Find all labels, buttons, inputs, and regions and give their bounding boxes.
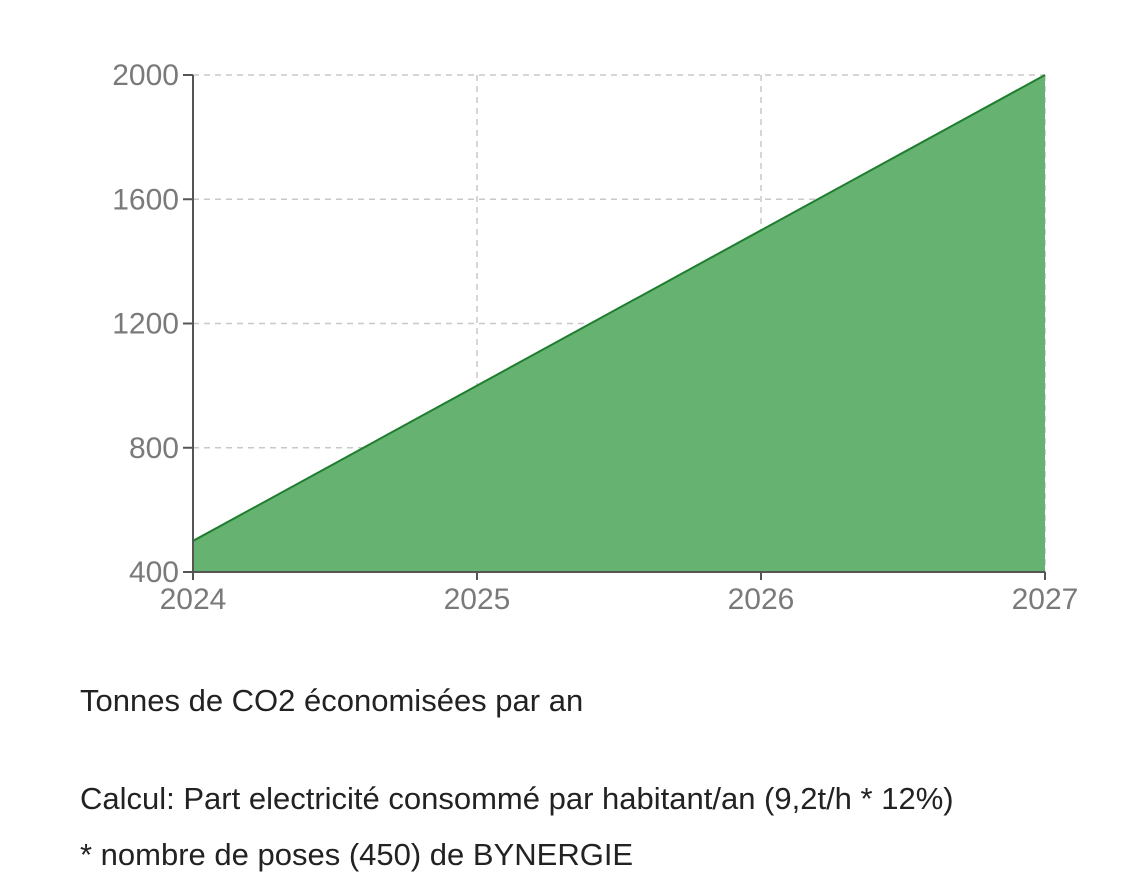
chart-caption: Tonnes de CO2 économisées par an — [80, 683, 584, 718]
calculation-note: Calcul: Part electricité consommé par ha… — [80, 771, 954, 883]
y-tick-labels: 400 800 1200 1600 2000 — [112, 59, 179, 589]
x-tick-label: 2027 — [1012, 583, 1079, 616]
y-tick-label: 1200 — [112, 308, 179, 341]
x-tick-label: 2026 — [728, 583, 795, 616]
calculation-line-2: * nombre de poses (450) de BYNERGIE — [80, 837, 634, 872]
area-fill — [193, 75, 1045, 572]
series-line — [192, 74, 1046, 542]
series-area — [192, 74, 1046, 572]
calculation-line-1: Calcul: Part electricité consommé par ha… — [80, 781, 954, 816]
y-tick-label: 1600 — [112, 183, 179, 216]
area-chart: 2024 2025 2026 2027 400 800 1200 1600 2000 — [112, 59, 1079, 616]
axes — [183, 74, 1046, 580]
x-tick-labels: 2024 2025 2026 2027 — [160, 583, 1079, 616]
y-tick-label: 400 — [129, 556, 179, 589]
x-tick-label: 2024 — [160, 583, 227, 616]
y-tick-label: 2000 — [112, 59, 179, 92]
x-tick-label: 2025 — [444, 583, 511, 616]
y-tick-label: 800 — [129, 432, 179, 465]
